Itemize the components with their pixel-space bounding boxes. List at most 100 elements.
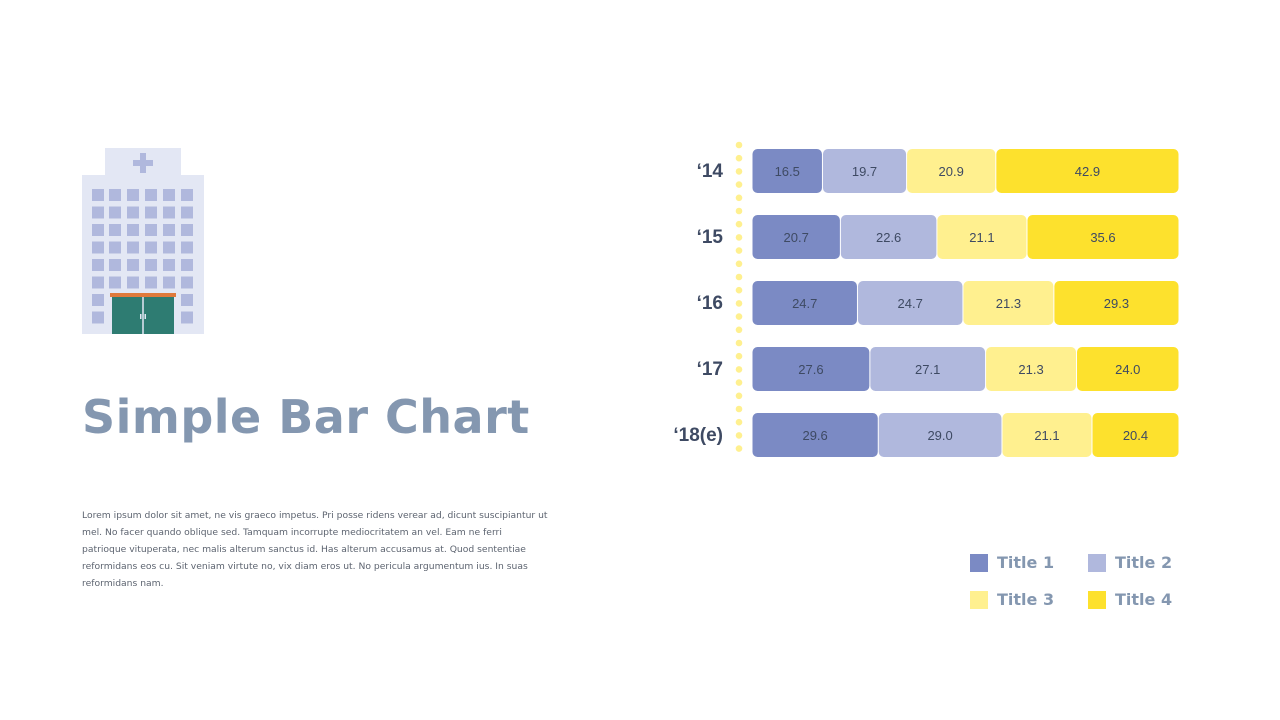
data-label: 24.7 <box>792 296 817 311</box>
guide-dot <box>735 220 743 228</box>
window <box>163 241 175 254</box>
window <box>127 259 139 271</box>
window <box>109 241 121 254</box>
bar-segment <box>907 149 996 193</box>
window <box>109 189 121 201</box>
data-label: 42.9 <box>1075 164 1100 179</box>
data-label: 29.6 <box>802 428 827 443</box>
window <box>127 241 139 254</box>
guide-dot <box>735 313 743 320</box>
window <box>145 241 157 254</box>
window <box>181 189 193 201</box>
window <box>127 189 139 201</box>
data-label: 24.0 <box>1115 362 1140 377</box>
legend-item: Title 4 <box>1088 590 1172 609</box>
bar-segment <box>878 413 1002 457</box>
bar-segment <box>1054 281 1179 325</box>
window <box>181 241 193 254</box>
window <box>127 224 139 236</box>
category-label: ‘17 <box>697 359 723 380</box>
guide-dot <box>735 392 743 400</box>
guide-dot <box>735 445 743 452</box>
bar-segment <box>822 149 907 193</box>
bar-segment <box>937 215 1027 259</box>
window <box>109 276 121 289</box>
window <box>145 206 157 219</box>
data-label: 24.7 <box>898 296 923 311</box>
bar-segment <box>840 215 937 259</box>
bar-segment <box>1092 413 1179 457</box>
guide-dot <box>735 234 743 241</box>
body-paragraph: Lorem ipsum dolor sit amet, ne vis graec… <box>82 510 548 589</box>
window <box>92 311 104 324</box>
window <box>109 206 121 219</box>
category-label: ‘15 <box>697 227 724 248</box>
guide-dot <box>735 379 743 386</box>
data-label: 22.6 <box>876 230 901 245</box>
guide-dot <box>735 286 743 294</box>
window <box>92 294 104 306</box>
bar-segment <box>870 347 986 391</box>
stacked-bar-chart: ‘14 16.5 19.7 20.9 42.9 ‘15 20.7 22.6 21.1 35.6 ‘1… <box>673 141 1179 457</box>
bar-segment <box>752 281 857 325</box>
window <box>181 224 193 236</box>
bar-segment <box>752 413 878 457</box>
legend-swatch <box>970 590 988 609</box>
data-label: 21.3 <box>996 296 1021 311</box>
data-label: 16.5 <box>775 164 800 179</box>
window <box>163 189 175 201</box>
window <box>92 259 104 271</box>
legend-swatch <box>970 553 988 572</box>
bar-segment <box>857 281 963 325</box>
legend-swatch <box>1088 590 1106 609</box>
window <box>181 311 193 324</box>
bar-segment <box>752 347 870 391</box>
window <box>92 276 104 289</box>
window <box>181 259 193 271</box>
chart-legend: Title 1 Title 2 Title 3 Title 4 <box>970 550 1200 610</box>
data-label: 29.0 <box>927 428 952 443</box>
bar-segment <box>963 281 1054 325</box>
category-label: ‘18(e) <box>673 425 723 446</box>
legend-item: Title 2 <box>1088 553 1172 572</box>
legend-item: Title 3 <box>970 590 1054 609</box>
guide-dot <box>735 418 743 426</box>
legend-label: Title 2 <box>1115 553 1173 572</box>
slide-title: Simple Bar Chart <box>82 390 530 444</box>
window <box>92 206 104 219</box>
guide-dot <box>735 352 743 360</box>
window <box>127 206 139 219</box>
bar-segment <box>752 215 840 259</box>
guide-dot <box>735 168 743 175</box>
window <box>163 276 175 289</box>
data-label: 27.6 <box>798 362 823 377</box>
bar-segment <box>752 149 822 193</box>
data-label: 20.9 <box>939 164 964 179</box>
legend-label: Title 1 <box>997 553 1055 572</box>
bar-segment <box>996 149 1179 193</box>
guide-dot <box>735 141 743 149</box>
guide-dot <box>735 366 743 373</box>
window <box>181 276 193 289</box>
window <box>92 224 104 236</box>
data-label: 27.1 <box>915 362 940 377</box>
bar-segment <box>1027 215 1179 259</box>
guide-dot <box>735 432 743 439</box>
category-label: ‘14 <box>697 161 724 182</box>
window <box>181 294 193 306</box>
guide-dot <box>735 326 743 334</box>
legend-label: Title 3 <box>997 590 1055 609</box>
window <box>145 224 157 236</box>
data-label: 20.4 <box>1123 428 1148 443</box>
data-label: 21.3 <box>1018 362 1043 377</box>
guide-dot <box>735 405 743 413</box>
data-label: 29.3 <box>1104 296 1129 311</box>
category-label: ‘16 <box>697 293 723 314</box>
guide-dot <box>735 300 743 307</box>
data-label: 21.1 <box>1034 428 1059 443</box>
guide-dot <box>735 260 743 268</box>
window <box>163 206 175 219</box>
bar-segment <box>1077 347 1179 391</box>
window <box>127 276 139 289</box>
data-label: 21.1 <box>969 230 994 245</box>
